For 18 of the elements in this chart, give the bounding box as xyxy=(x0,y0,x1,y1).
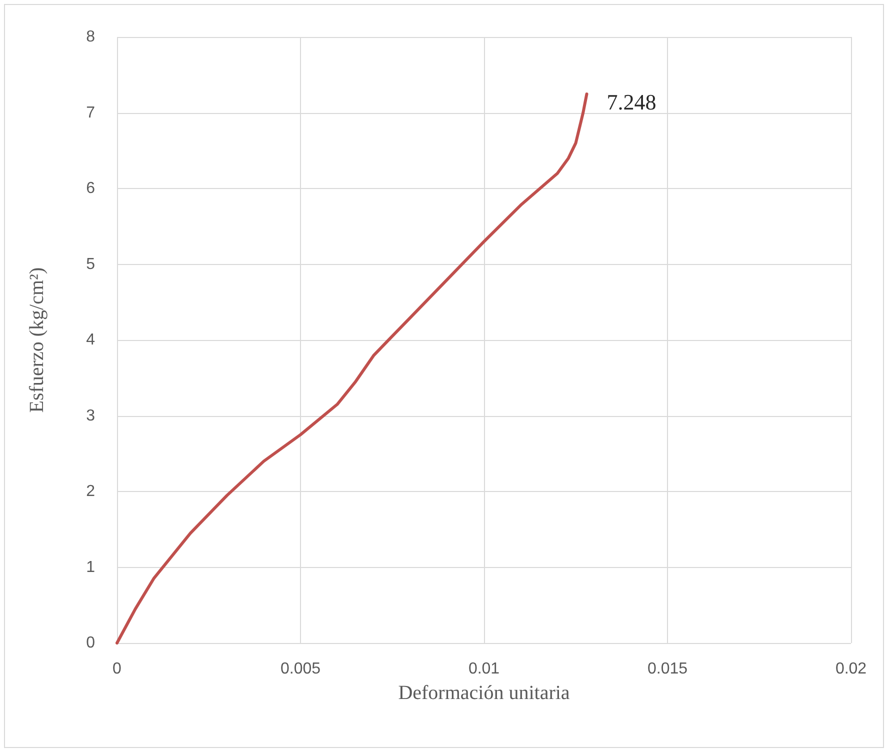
y-tick-label: 7 xyxy=(86,104,96,122)
line-series xyxy=(116,92,588,644)
y-tick-label: 1 xyxy=(86,558,96,576)
y-tick-label: 0 xyxy=(86,634,96,652)
x-tick-label: 0.01 xyxy=(468,660,500,678)
x-axis-title: Deformación unitaria xyxy=(398,682,570,704)
x-tick-label: 0.005 xyxy=(280,660,321,678)
y-tick-label: 5 xyxy=(86,256,96,273)
y-tick-label: 3 xyxy=(86,407,96,424)
x-tick-label: 0.02 xyxy=(835,660,867,678)
y-tick-label: 6 xyxy=(86,180,96,197)
y-tick-label: 8 xyxy=(86,28,96,46)
y-tick-label: 4 xyxy=(86,332,96,348)
x-tick-label: 0 xyxy=(112,660,122,678)
y-axis-title: Esfuerzo (kg/cm²) xyxy=(26,267,48,413)
y-tick-label: 2 xyxy=(86,483,96,500)
x-tick-label: 0.015 xyxy=(647,660,688,678)
annotation: 7.248 xyxy=(606,89,656,114)
